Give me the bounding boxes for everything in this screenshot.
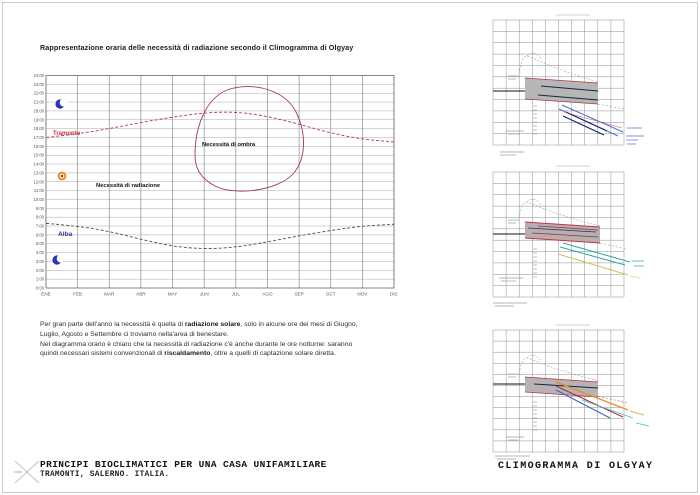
- plot-border: [45, 75, 395, 289]
- body-line: quindi necessari sistemi convenzionali d…: [40, 349, 440, 359]
- thumb-grid: [492, 329, 625, 453]
- hour-tick-label: 3:00: [36, 259, 45, 264]
- comfort-band: [524, 376, 599, 398]
- comfort-band: [524, 77, 599, 105]
- series-alba: [45, 222, 395, 249]
- month-tick-label: JUN: [200, 292, 209, 297]
- month-tick-label: FEB: [73, 292, 82, 297]
- radiation-lines: [555, 381, 650, 427]
- dashed-tail: [597, 103, 625, 110]
- chart-axis-labels: 24:00 23:00 22:00 21:00 20:00 19:00 18:00 17:00…: [34, 73, 399, 297]
- shade-need-label: Necessità di ombra: [202, 142, 256, 148]
- chart-grid: [45, 75, 395, 289]
- hour-tick-label: 12:00: [34, 179, 45, 184]
- series-tramonto: [45, 111, 395, 143]
- month-tick-label: NOV: [357, 292, 368, 297]
- body-line: Per gran parte dell'anno la necessità è …: [40, 320, 440, 330]
- legend-marks: [626, 127, 644, 145]
- sun-icon: [57, 171, 67, 181]
- shade-need-outline: [194, 86, 304, 192]
- hour-tick-label: 21:00: [34, 100, 45, 105]
- month-tick-label: MAR: [104, 292, 115, 297]
- hour-tick-label: 23:00: [34, 82, 45, 87]
- hour-tick-label: 15:00: [34, 153, 45, 158]
- body-text-segment: quindi necessari sistemi convenzionali d…: [40, 350, 165, 358]
- project-title: PRINCIPI BIOCLIMATICI PER UNA CASA UNIFA…: [40, 459, 327, 470]
- hour-tick-label: 24:00: [34, 73, 45, 78]
- moon-icon: [52, 254, 65, 265]
- month-tick-label: OCT: [326, 292, 336, 297]
- hour-tick-label: 20:00: [34, 108, 45, 113]
- body-line: Luglio, Agosto e Settembre ci troviamo n…: [40, 330, 440, 340]
- micro-labels: [495, 373, 530, 460]
- dashed-curve: [518, 55, 599, 83]
- hour-tick-label: 4:00: [36, 250, 45, 255]
- main-chart: 24:00 23:00 22:00 21:00 20:00 19:00 18:00 17:00…: [34, 73, 399, 297]
- tick-column: [533, 105, 537, 135]
- climogram-thumbnail-1: [492, 14, 644, 156]
- body-line: Nel diagramma orario è chiaro che la nec…: [40, 340, 440, 350]
- hour-tick-label: 8:00: [36, 215, 45, 220]
- legend-marks: [632, 260, 644, 267]
- hour-tick-label: 6:00: [36, 232, 45, 237]
- body-text-segment: , solo in alcune ore dei mesi di Giugno,: [240, 321, 358, 328]
- body-text-segment: , oltre a quelli di captazione solare di…: [210, 350, 336, 358]
- radiation-need-label: Necessità di radiazione: [96, 183, 161, 189]
- month-tick-label: AGO: [262, 292, 273, 297]
- dashed-tail-red: [597, 395, 628, 404]
- hour-tick-label: 10:00: [34, 197, 45, 202]
- comfort-band: [524, 221, 601, 244]
- dashed-tail: [599, 242, 627, 250]
- radiation-lines: [557, 242, 641, 279]
- body-text-segment: Luglio, Agosto e Settembre ci troviamo n…: [40, 330, 229, 338]
- dashed-curve-small: [526, 198, 542, 206]
- month-tick-label: JUL: [232, 292, 241, 297]
- climogram-thumbnail-2: [492, 165, 644, 307]
- footer-project-block: PRINCIPI BIOCLIMATICI PER UNA CASA UNIFA…: [40, 459, 327, 479]
- hour-tick-label: 2:00: [36, 268, 45, 273]
- studio-logo-icon: [14, 460, 40, 484]
- hour-tick-label: 22:00: [34, 91, 45, 96]
- moon-icon: [55, 98, 68, 109]
- body-text-segment: Nel diagramma orario è chiaro che la nec…: [40, 340, 353, 348]
- sunrise-label: Alba: [58, 231, 73, 238]
- footer-right-title: CLIMOGRAMMA DI OLGYAY: [498, 461, 654, 472]
- body-paragraph: Per gran parte dell'anno la necessità è …: [40, 320, 440, 359]
- project-subtitle: TRAMONTI, SALERNO. ITALIA.: [40, 471, 170, 479]
- hour-tick-label: 14:00: [34, 162, 45, 167]
- tick-column: [533, 248, 537, 278]
- micro-labels: [500, 75, 524, 156]
- hour-tick-label: 0:00: [36, 286, 45, 291]
- hour-tick-label: 19:00: [34, 117, 45, 122]
- dashed-curve-small: [526, 52, 542, 60]
- micro-labels: [493, 219, 527, 307]
- hour-tick-label: 7:00: [36, 224, 45, 229]
- month-tick-label: SEP: [294, 292, 303, 297]
- hour-tick-label: 17:00: [34, 135, 45, 140]
- tick-column: [533, 401, 537, 431]
- radiation-lines: [558, 104, 624, 137]
- bold-radiazione-solare: radiazione solare: [184, 321, 241, 328]
- hour-tick-label: 13:00: [34, 170, 45, 175]
- month-tick-label: MAY: [168, 292, 178, 297]
- page-title: Rappresentazione oraria delle necessità …: [40, 43, 354, 52]
- hour-tick-label: 5:00: [36, 241, 45, 246]
- month-tick-label: ENE: [41, 292, 50, 297]
- hour-tick-label: 11:00: [34, 188, 45, 193]
- body-text-segment: Per gran parte dell'anno la necessità è …: [40, 321, 185, 328]
- series-lines: [45, 111, 395, 249]
- hour-tick-label: 16:00: [34, 144, 45, 149]
- climogram-thumbnail-3: [492, 324, 650, 460]
- hour-tick-label: 18:00: [34, 126, 45, 131]
- bold-riscaldamento: riscaldamento: [164, 350, 211, 358]
- month-tick-label: DIC: [390, 292, 399, 297]
- hour-tick-label: 1:00: [36, 277, 45, 282]
- hour-tick-label: 9:00: [36, 206, 45, 211]
- dashed-curve-small: [526, 354, 542, 362]
- month-tick-label: ABR: [136, 292, 146, 297]
- sunset-label: Tramonto: [53, 131, 81, 137]
